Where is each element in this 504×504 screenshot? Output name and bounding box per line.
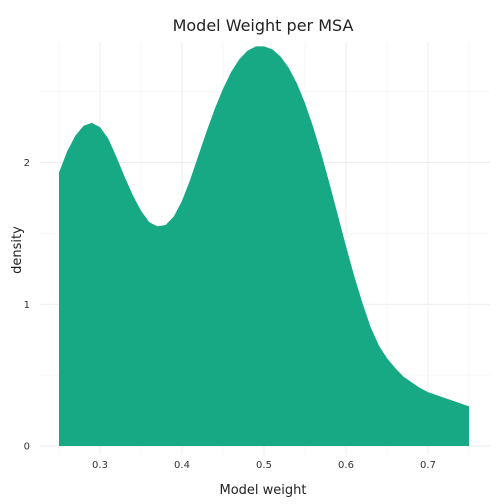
- y-axis-ticks: 0 1 2: [24, 158, 30, 452]
- x-tick-label: 0.5: [256, 460, 272, 471]
- x-axis-ticks: 0.3 0.4 0.5 0.6 0.7: [92, 460, 436, 471]
- x-tick-label: 0.4: [174, 460, 190, 471]
- y-tick-label: 0: [24, 442, 30, 453]
- x-tick-label: 0.7: [420, 460, 436, 471]
- x-tick-label: 0.3: [92, 460, 108, 471]
- x-tick-label: 0.6: [338, 460, 354, 471]
- x-axis-title: Model weight: [220, 483, 307, 498]
- density-area: [59, 46, 469, 446]
- y-axis-title: density: [10, 226, 25, 274]
- y-tick-label: 1: [24, 300, 30, 311]
- chart-title: Model Weight per MSA: [173, 16, 354, 35]
- y-tick-label: 2: [24, 158, 30, 169]
